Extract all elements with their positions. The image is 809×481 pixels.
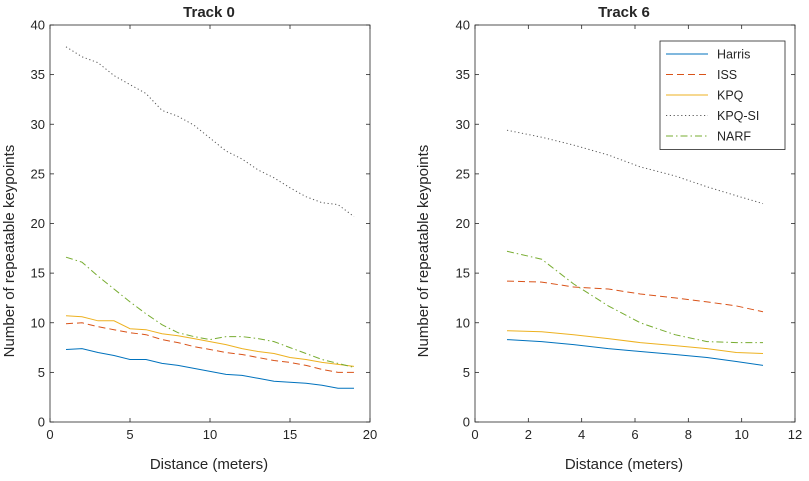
y-tick-label: 10 <box>456 315 470 330</box>
y-axis-label: Number of repeatable keypoints <box>1 145 18 358</box>
y-tick-label: 40 <box>31 18 45 33</box>
series-line-kpq-si <box>506 129 764 205</box>
chart-title: Track 0 <box>183 4 235 21</box>
y-tick-label: 20 <box>456 216 470 231</box>
series-line-iss <box>65 322 354 373</box>
x-tick-label: 0 <box>46 427 53 442</box>
axes-box <box>49 24 371 423</box>
chart-panel-track-6: Track 6 Distance (meters) Number of repe… <box>415 4 802 473</box>
legend-label-kpq: KPQ <box>717 89 744 103</box>
chart-panel-track-0: Track 0 Distance (meters) Number of repe… <box>1 4 377 473</box>
legend-label-kpq-si: KPQ-SI <box>717 109 759 123</box>
y-tick-label: 10 <box>31 315 45 330</box>
y-tick-label: 0 <box>38 415 45 430</box>
y-tick-label: 30 <box>456 117 470 132</box>
y-tick-label: 25 <box>456 166 470 181</box>
x-axis-label: Distance (meters) <box>150 456 268 473</box>
series-line-narf <box>65 256 355 368</box>
series-line-kpq <box>506 330 764 354</box>
x-tick-label: 8 <box>685 427 692 442</box>
legend-label-narf: NARF <box>717 130 751 144</box>
y-tick-label: 35 <box>31 67 45 82</box>
y-tick-label: 15 <box>456 266 470 281</box>
legend-label-harris: Harris <box>717 48 750 62</box>
x-axis-label: Distance (meters) <box>565 456 683 473</box>
y-tick-label: 25 <box>31 166 45 181</box>
x-tick-label: 20 <box>363 427 377 442</box>
series-line-narf <box>506 250 763 344</box>
x-tick-label: 10 <box>734 427 748 442</box>
x-tick-label: 5 <box>126 427 133 442</box>
series-line-kpq-si <box>65 46 355 218</box>
x-tick-label: 10 <box>203 427 217 442</box>
x-tick-label: 4 <box>578 427 585 442</box>
plot-area: 0 2 4 6 8 10 12 0 5 10 15 20 25 30 35 40 Harris ISS KPQ KPQ… <box>456 18 803 443</box>
y-tick-label: 5 <box>463 365 470 380</box>
y-axis-label: Number of repeatable keypoints <box>415 145 432 358</box>
x-tick-label: 15 <box>283 427 297 442</box>
plot-area: 0 5 10 15 20 0 5 10 15 20 25 30 35 40 <box>31 18 378 443</box>
series-line-harris <box>506 339 764 366</box>
y-tick-label: 0 <box>463 415 470 430</box>
x-tick-label: 6 <box>631 427 638 442</box>
chart-title: Track 6 <box>598 4 650 21</box>
series-line-kpq <box>65 315 355 367</box>
y-tick-label: 15 <box>31 266 45 281</box>
y-tick-label: 5 <box>38 365 45 380</box>
y-tick-label: 40 <box>456 18 470 33</box>
x-tick-label: 2 <box>525 427 532 442</box>
y-tick-label: 20 <box>31 216 45 231</box>
legend-label-iss: ISS <box>717 68 737 82</box>
y-tick-label: 35 <box>456 67 470 82</box>
y-tick-label: 30 <box>31 117 45 132</box>
legend: Harris ISS KPQ KPQ-SI NARF <box>659 40 786 150</box>
series-line-iss <box>506 280 764 313</box>
x-tick-label: 0 <box>471 427 478 442</box>
x-tick-label: 12 <box>788 427 802 442</box>
series-line-harris <box>65 348 354 389</box>
